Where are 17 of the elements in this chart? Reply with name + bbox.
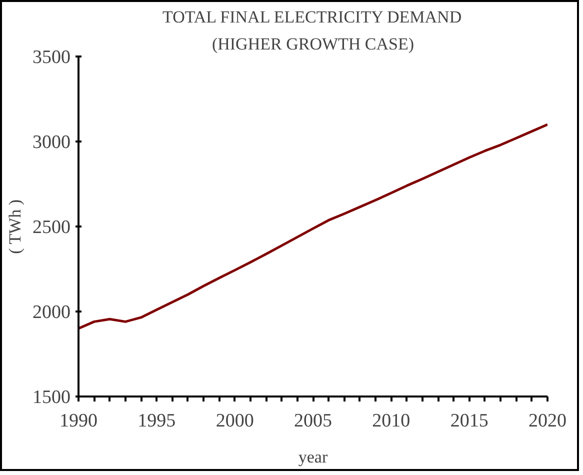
x-tick-label: 2000 — [216, 410, 254, 432]
y-tick-label: 2000 — [32, 302, 70, 323]
chart-title: TOTAL FINAL ELECTRICITY DEMAND — [162, 8, 462, 26]
line-series — [78, 123, 548, 330]
y-tick-label: 2500 — [32, 217, 70, 238]
x-tick-label: 1990 — [60, 410, 98, 432]
y-tick-label: 3500 — [32, 47, 70, 68]
x-tick-label: 2020 — [528, 410, 566, 432]
x-tick-label: 2015 — [450, 410, 488, 432]
x-tick-label: 2010 — [372, 410, 410, 432]
x-tick-label: 1995 — [138, 410, 176, 432]
y-tick-label: 1500 — [32, 387, 70, 408]
y-axis-title: ( TWh ) — [6, 199, 24, 254]
chart-subtitle: (HIGHER GROWTH CASE) — [212, 34, 414, 54]
x-axis-title: year — [298, 448, 328, 466]
x-tick-label: 2005 — [294, 410, 332, 432]
y-tick-label: 3000 — [32, 132, 70, 153]
